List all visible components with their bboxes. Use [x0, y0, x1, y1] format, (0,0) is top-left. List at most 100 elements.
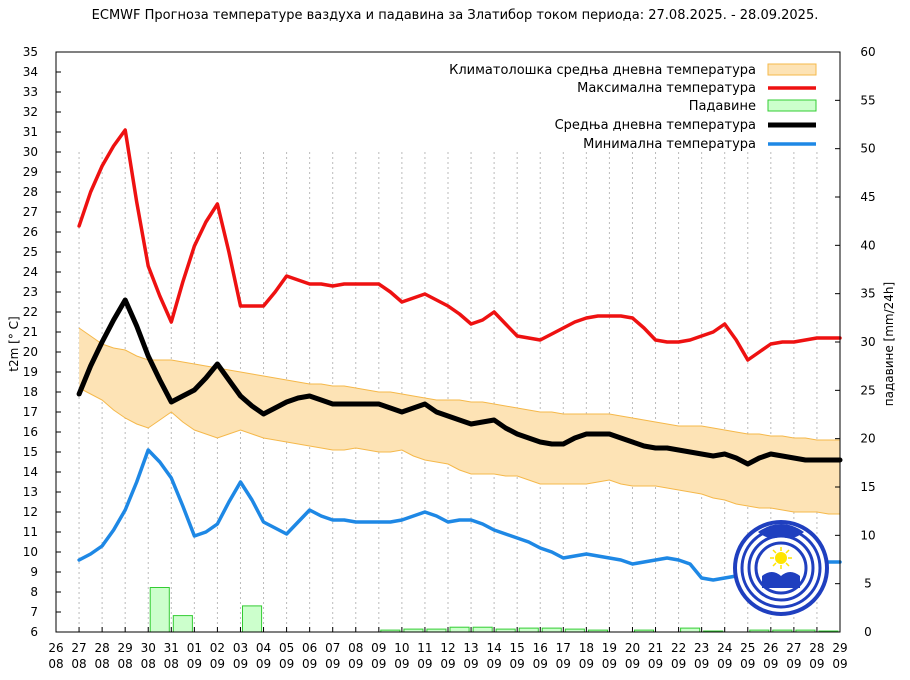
x-tick-label-month: 09 — [256, 657, 271, 671]
x-tick-label-month: 09 — [510, 657, 525, 671]
x-tick-label-month: 09 — [279, 657, 294, 671]
max-temp-line — [77, 128, 842, 362]
x-tick-label-day: 28 — [809, 641, 824, 655]
x-tick-label-day: 17 — [556, 641, 571, 655]
x-tick-label-month: 09 — [486, 657, 501, 671]
rhmz-logo — [733, 520, 829, 616]
precip-bar — [242, 605, 263, 633]
y-left-tick-label: 32 — [23, 105, 38, 119]
x-tick-label-month: 09 — [348, 657, 363, 671]
x-tick-label-day: 02 — [210, 641, 225, 655]
y-right-tick-label: 60 — [860, 45, 875, 59]
x-tick-label-month: 09 — [832, 657, 847, 671]
x-tick-label-day: 13 — [463, 641, 478, 655]
chart-title: ECMWF Прогноза температуре ваздуха и пад… — [91, 8, 819, 23]
y-left-tick-label: 16 — [23, 425, 38, 439]
x-tick-label-month: 09 — [210, 657, 225, 671]
x-tick-label-day: 19 — [602, 641, 617, 655]
y-left-tick-label: 19 — [23, 365, 38, 379]
climatology-lower-edge — [78, 387, 840, 515]
x-tick-label-month: 09 — [625, 657, 640, 671]
x-tick-label-day: 12 — [440, 641, 455, 655]
y-left-tick-label: 18 — [23, 385, 38, 399]
y-right-tick-label: 45 — [860, 190, 875, 204]
precip-bar — [518, 627, 539, 633]
x-tick-label-month: 08 — [118, 657, 133, 671]
x-tick-label-month: 09 — [740, 657, 755, 671]
x-tick-label-day: 18 — [579, 641, 594, 655]
x-tick-label-month: 09 — [463, 657, 478, 671]
x-tick-label-month: 08 — [71, 657, 86, 671]
y-right-tick-label: 15 — [860, 480, 875, 494]
x-tick-label-day: 22 — [671, 641, 686, 655]
y-left-tick-label: 22 — [23, 305, 38, 319]
x-tick-label-month: 08 — [141, 657, 156, 671]
x-tick-label-day: 27 — [71, 641, 86, 655]
x-tick-label-day: 23 — [694, 641, 709, 655]
y-left-tick-label: 8 — [30, 585, 38, 599]
x-tick-label-day: 07 — [325, 641, 340, 655]
x-tick-label-day: 06 — [302, 641, 317, 655]
x-tick-label-day: 26 — [48, 641, 63, 655]
y-left-tick-label: 20 — [23, 345, 38, 359]
axis-ticks: 6 7 8 9 10 11 12 13 14 15 16 17 18 19 20 21 22 23 24 25 26 27… — [23, 45, 876, 671]
x-tick-label-day: 08 — [348, 641, 363, 655]
precip-bar — [172, 615, 193, 633]
x-tick-label-day: 10 — [394, 641, 409, 655]
x-tick-label-day: 14 — [486, 641, 501, 655]
y-right-tick-label: 0 — [864, 625, 872, 639]
x-tick-label-day: 27 — [786, 641, 801, 655]
y-left-tick-label: 15 — [23, 445, 38, 459]
legend-label: Средња дневна температура — [555, 118, 756, 133]
x-tick-label-day: 09 — [371, 641, 386, 655]
x-tick-label-day: 28 — [94, 641, 109, 655]
x-tick-label-day: 05 — [279, 641, 294, 655]
y-left-tick-label: 26 — [23, 225, 38, 239]
y-left-tick-label: 33 — [23, 85, 38, 99]
y-axis-right-label: падавине [mm/24h] — [882, 282, 896, 406]
precip-bar — [680, 627, 701, 633]
climatology-upper-edge — [78, 327, 840, 441]
y-left-tick-label: 29 — [23, 165, 38, 179]
x-tick-label-day: 29 — [118, 641, 133, 655]
x-tick-label-day: 26 — [763, 641, 778, 655]
y-left-tick-label: 21 — [23, 325, 38, 339]
x-tick-label-month: 09 — [556, 657, 571, 671]
precip-bar — [149, 587, 170, 633]
y-left-tick-label: 25 — [23, 245, 38, 259]
legend-label: Климатолошка средња дневна температура — [449, 63, 756, 78]
x-tick-label-day: 31 — [164, 641, 179, 655]
y-left-tick-label: 34 — [23, 65, 38, 79]
y-right-tick-label: 50 — [860, 142, 875, 156]
x-tick-label-month: 09 — [440, 657, 455, 671]
y-left-tick-label: 7 — [30, 605, 38, 619]
y-right-tick-label: 20 — [860, 432, 875, 446]
y-left-tick-label: 12 — [23, 505, 38, 519]
x-tick-label-day: 01 — [187, 641, 202, 655]
x-tick-label-day: 15 — [510, 641, 525, 655]
y-right-tick-label: 55 — [860, 93, 875, 107]
x-tick-label-month: 08 — [48, 657, 63, 671]
y-right-tick-label: 10 — [860, 528, 875, 542]
x-tick-label-day: 20 — [625, 641, 640, 655]
legend-swatch-precip — [767, 99, 817, 112]
x-tick-label-day: 30 — [141, 641, 156, 655]
x-tick-label-month: 09 — [371, 657, 386, 671]
y-left-tick-label: 6 — [30, 625, 38, 639]
y-left-tick-label: 27 — [23, 205, 38, 219]
y-left-tick-label: 30 — [23, 145, 38, 159]
x-tick-label-day: 03 — [233, 641, 248, 655]
x-tick-label-month: 09 — [763, 657, 778, 671]
y-right-tick-label: 25 — [860, 383, 875, 397]
y-left-tick-label: 23 — [23, 285, 38, 299]
x-tick-label-month: 09 — [671, 657, 686, 671]
y-left-tick-label: 9 — [30, 565, 38, 579]
temperature-lines-layer — [76, 128, 843, 582]
x-tick-label-month: 09 — [302, 657, 317, 671]
y-left-tick-label: 28 — [23, 185, 38, 199]
min-temp-line — [77, 448, 842, 582]
x-tick-label-month: 09 — [717, 657, 732, 671]
x-tick-label-day: 25 — [740, 641, 755, 655]
x-tick-label-month: 09 — [533, 657, 548, 671]
